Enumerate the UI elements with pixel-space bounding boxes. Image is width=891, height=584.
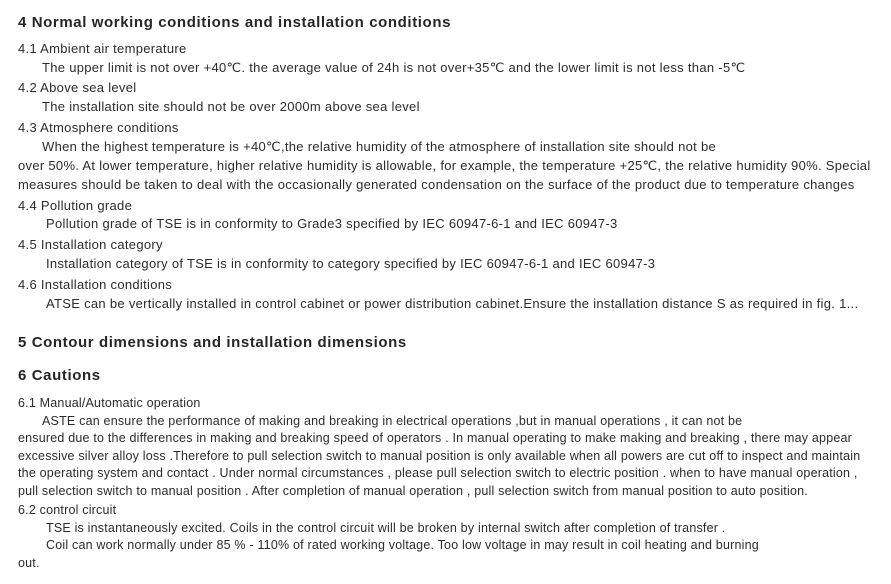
section-4-6-body: ATSE can be vertically installed in cont… (18, 295, 873, 314)
section-4-2-body: The installation site should not be over… (18, 98, 873, 117)
section-5-heading: 5 Contour dimensions and installation di… (18, 332, 873, 354)
section-4-1-body: The upper limit is not over +40℃. the av… (18, 59, 873, 78)
section-4-4-body: Pollution grade of TSE is in conformity … (18, 215, 873, 234)
section-4-3-title: 4.3 Atmosphere conditions (18, 119, 873, 138)
section-4-3-body-line1: When the highest temperature is +40℃,the… (18, 138, 873, 157)
section-6-2-title: 6.2 control circuit (18, 502, 873, 520)
section-4-5-title: 4.5 Installation category (18, 236, 873, 255)
section-4-heading: 4 Normal working conditions and installa… (18, 12, 873, 34)
section-4-4-title: 4.4 Pollution grade (18, 197, 873, 216)
section-6-2-body-line1: TSE is instantaneously excited. Coils in… (18, 520, 873, 538)
section-4-1-title: 4.1 Ambient air temperature (18, 40, 873, 59)
section-4-3-body-line2: over 50%. At lower temperature, higher r… (18, 157, 873, 195)
section-4-6-title: 4.6 Installation conditions (18, 276, 873, 295)
section-6-1-title: 6.1 Manual/Automatic operation (18, 395, 873, 413)
section-4-5-body: Installation category of TSE is in confo… (18, 255, 873, 274)
section-4-2-title: 4.2 Above sea level (18, 79, 873, 98)
section-6-2-body-line2: Coil can work normally under 85 % - 110%… (18, 537, 873, 555)
section-6-1-body-line2: ensured due to the differences in making… (18, 430, 873, 500)
section-6-2-body-line3: out. (18, 555, 873, 573)
section-6-1-body-line1: ASTE can ensure the performance of makin… (18, 413, 873, 431)
section-6-heading: 6 Cautions (18, 365, 873, 387)
